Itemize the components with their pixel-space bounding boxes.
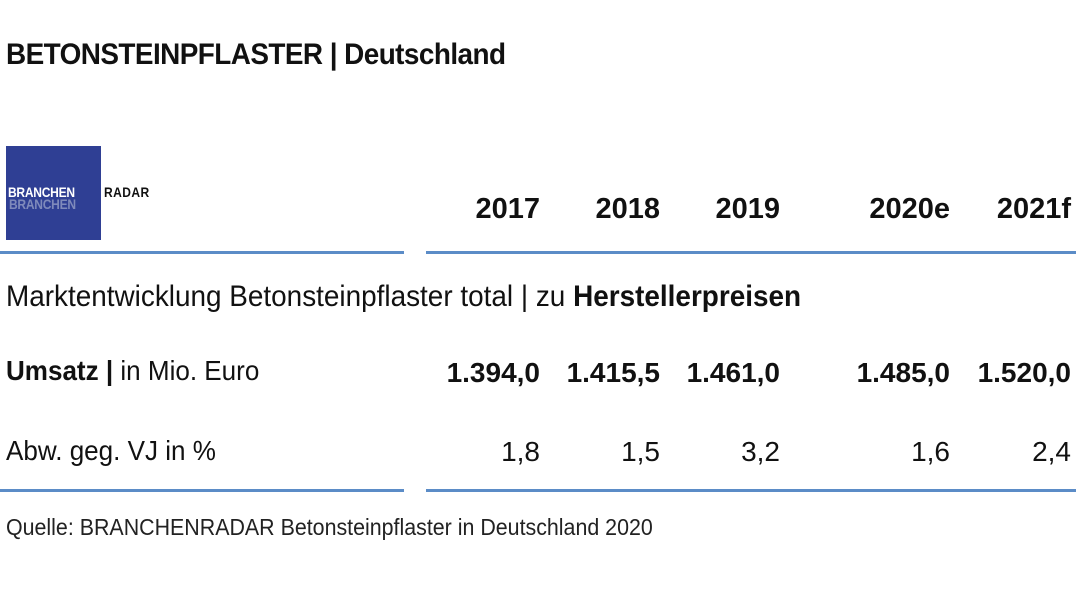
row-label-umsatz-normal: in Mio. Euro <box>113 355 260 386</box>
row-label-umsatz: Umsatz | in Mio. Euro <box>6 355 259 387</box>
cell-umsatz-2017: 1.394,0 <box>446 357 540 388</box>
cell-abw-2019: 3,2 <box>741 436 780 467</box>
footer-rule-right <box>426 489 1076 492</box>
cell-abw-2017: 1,8 <box>501 436 540 467</box>
page-title: BETONSTEINPFLASTER | Deutschland <box>6 38 506 71</box>
section-heading: Marktentwicklung Betonsteinpflaster tota… <box>6 280 801 314</box>
column-header-2019: 2019 <box>715 193 780 225</box>
cell-umsatz-2019: 1.461,0 <box>686 357 780 388</box>
column-header-2020e: 2020e <box>869 193 950 225</box>
cell-umsatz-2020e: 1.485,0 <box>856 357 950 388</box>
cell-umsatz-2018: 1.415,5 <box>566 357 660 388</box>
cell-abw-2018: 1,5 <box>621 436 660 467</box>
section-heading-bold: Herstellerpreisen <box>573 280 802 313</box>
logo-text-left: BRANCHEN <box>8 184 75 200</box>
cell-abw-2021f: 2,4 <box>1032 436 1071 467</box>
column-header-2017: 2017 <box>475 193 540 225</box>
source-note: Quelle: BRANCHENRADAR Betonsteinpflaster… <box>6 514 653 540</box>
column-header-2021f: 2021f <box>996 193 1071 225</box>
branchenradar-logo: BRANCHEN BRANCHEN RADAR <box>6 146 149 240</box>
cell-abw-2020e: 1,6 <box>911 436 950 467</box>
row-label-abw: Abw. geg. VJ in % <box>6 435 216 466</box>
column-header-2018: 2018 <box>595 193 660 225</box>
logo-text-right: RADAR <box>104 184 150 200</box>
row-label-umsatz-bold: Umsatz | <box>6 355 114 386</box>
header-rule-right <box>426 251 1076 254</box>
section-heading-normal: Marktentwicklung Betonsteinpflaster tota… <box>6 280 574 313</box>
cell-umsatz-2021f: 1.520,0 <box>977 357 1071 388</box>
logo-shadow-text: BRANCHEN <box>9 196 76 212</box>
header-rule-left <box>0 251 404 254</box>
footer-rule-left <box>0 489 404 492</box>
